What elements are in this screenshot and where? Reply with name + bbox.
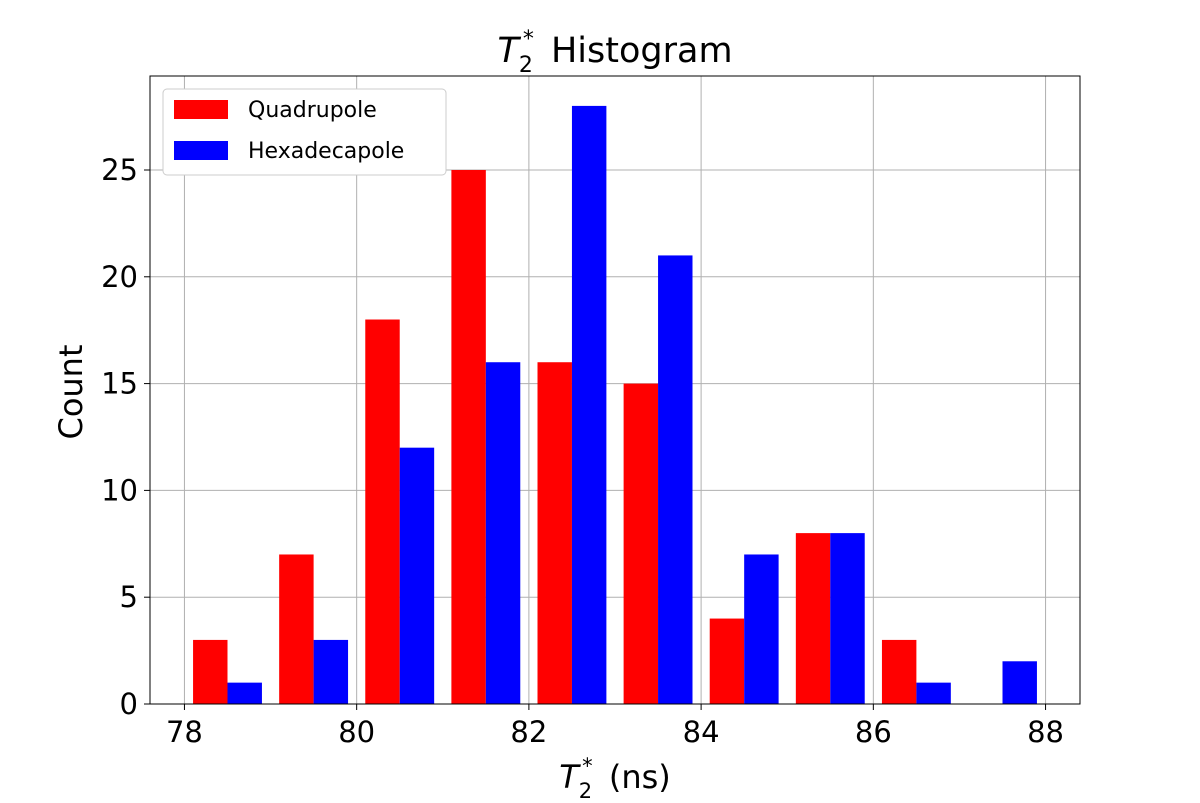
bar-quadrupole: [365, 319, 400, 704]
x-tick-label: 80: [338, 715, 375, 749]
bar-quadrupole: [193, 639, 228, 704]
legend: Quadrupole Hexadecapole: [162, 88, 447, 176]
x-tick-label: 84: [683, 715, 720, 749]
chart-title: T2* Histogram: [497, 27, 732, 78]
legend-label-quadrupole: Quadrupole: [248, 98, 377, 123]
bar-quadrupole: [881, 639, 917, 704]
bar-hexadecapole: [744, 554, 779, 704]
x-axis-label: T2* (ns): [559, 754, 671, 803]
x-tick-label: 86: [855, 715, 892, 749]
x-tick-label: 82: [510, 715, 547, 749]
y-tick-label: 0: [120, 687, 138, 721]
legend-label-hexadecapole: Hexadecapole: [248, 139, 404, 164]
x-axis-ticks: 78 80 82 84 86 88: [166, 704, 1064, 749]
x-tick-label: 88: [1027, 715, 1064, 749]
bar-quadrupole: [537, 362, 572, 704]
legend-frame: [162, 88, 447, 176]
x-tick-label: 78: [166, 715, 203, 749]
bar-quadrupole: [279, 554, 314, 704]
plot-frame: [149, 75, 1081, 705]
bar-hexadecapole: [916, 682, 951, 704]
bar-quadrupole: [795, 533, 831, 704]
y-tick-label: 5: [120, 580, 138, 614]
bar-hexadecapole: [485, 362, 521, 704]
y-tick-label: 10: [101, 473, 138, 507]
bar-quadrupole: [623, 383, 659, 704]
bar-hexadecapole: [313, 639, 349, 704]
bar-hexadecapole: [830, 533, 865, 704]
bar-hexadecapole: [227, 682, 262, 704]
bar-hexadecapole: [1002, 661, 1037, 704]
y-tick-label: 25: [101, 153, 138, 187]
bar-hexadecapole: [571, 105, 607, 704]
y-tick-label: 20: [101, 260, 138, 294]
bar-hexadecapole: [399, 447, 435, 704]
legend-swatch-hexadecapole: [174, 141, 228, 160]
bar-quadrupole: [709, 618, 745, 704]
y-axis-label: Count: [52, 344, 90, 439]
bar-hexadecapole: [658, 255, 693, 704]
y-axis-ticks: 0 5 10 15 20 25: [101, 153, 150, 721]
bar-quadrupole: [451, 169, 486, 704]
y-tick-label: 15: [101, 367, 138, 401]
bars: [193, 105, 1037, 704]
legend-swatch-quadrupole: [174, 100, 228, 119]
